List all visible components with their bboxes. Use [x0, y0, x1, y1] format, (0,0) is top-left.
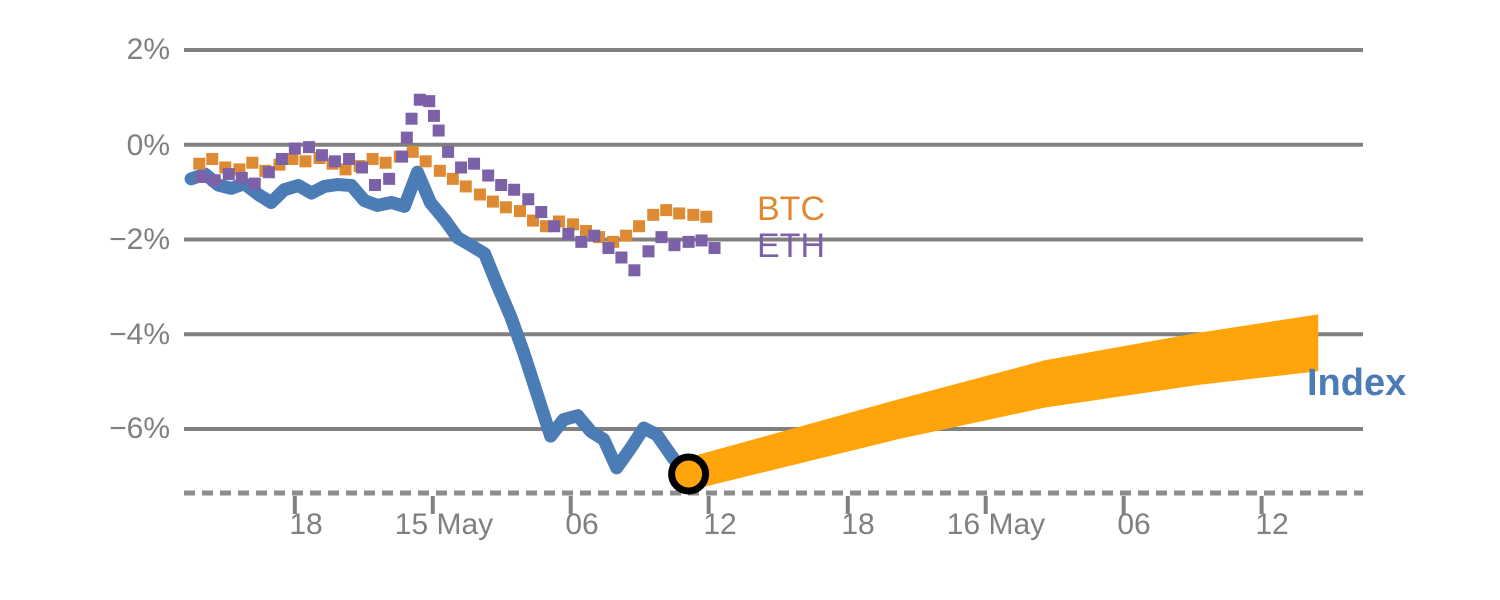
series-dot [708, 242, 721, 255]
series-dot [668, 239, 681, 252]
series-dot [588, 229, 601, 242]
series-dot [459, 180, 472, 193]
series-dot [406, 145, 419, 158]
series-dot [687, 208, 700, 221]
series-dot [299, 155, 312, 168]
series-dot [486, 195, 499, 208]
series-dot [262, 166, 275, 179]
series-dot [700, 210, 713, 223]
series-dot [275, 152, 288, 165]
x-tick-label-3: 12 [703, 508, 737, 541]
series-dot [433, 164, 446, 177]
series-dot [432, 124, 445, 137]
series-dot [396, 150, 409, 163]
x-tick-label-6: 06 [1117, 508, 1151, 541]
series-dot [562, 227, 575, 240]
series-dot [195, 170, 208, 183]
series-dot [222, 168, 235, 181]
series-dot [567, 218, 580, 231]
series-label-eth: ETH [757, 227, 825, 265]
series-markers-eth [195, 93, 721, 277]
series-dot [548, 220, 561, 233]
series-line-index [184, 165, 689, 476]
series-dot [356, 161, 369, 174]
series-label-btc: BTC [757, 190, 825, 228]
series-dot [288, 142, 301, 155]
series-dot [495, 179, 508, 192]
y-tick-label-2: −2% [109, 223, 170, 256]
series-dot [446, 172, 459, 185]
series-dot [482, 169, 495, 182]
series-dot [343, 152, 356, 165]
series-dot [522, 193, 535, 206]
x-tick-label-7: 12 [1255, 508, 1289, 541]
series-dot [682, 235, 695, 248]
series-dot [413, 93, 426, 106]
series-dot [647, 208, 660, 221]
series-dot [427, 109, 440, 122]
y-tick-label-0: 2% [126, 33, 170, 66]
series-dot [499, 201, 512, 214]
series-dot [535, 206, 548, 219]
series-dot [628, 264, 641, 277]
series-dot [423, 95, 436, 108]
x-tick-label-2: 06 [565, 508, 599, 541]
y-tick-label-3: −4% [109, 318, 170, 351]
series-dot [673, 207, 686, 220]
series-dot [514, 205, 527, 218]
series-dot [368, 179, 381, 192]
series-dot [246, 156, 259, 169]
series-dot [620, 229, 633, 242]
series-dot [366, 152, 379, 165]
series-dot [286, 152, 299, 165]
x-tick-label-0: 18 [289, 508, 323, 541]
y-tick-label-4: −6% [109, 412, 170, 445]
series-dot [575, 235, 588, 248]
current-point-marker[interactable] [668, 453, 710, 495]
series-dot [642, 245, 655, 258]
x-axis-ticks [292, 495, 1264, 514]
series-dot [302, 141, 315, 154]
series-dot [655, 231, 668, 244]
series-dot [206, 152, 219, 165]
series-dot [633, 220, 646, 233]
x-tick-label-5: 16 May [946, 508, 1046, 541]
series-dot [315, 149, 328, 162]
series-dot [455, 161, 468, 174]
y-tick-label-1: 0% [126, 129, 170, 162]
series-dot [400, 131, 413, 144]
series-dot [660, 204, 673, 217]
series-dot [248, 177, 261, 190]
forecast-band [688, 314, 1319, 491]
series-dot [235, 171, 248, 184]
series-dot [339, 163, 352, 176]
series-dot [508, 183, 521, 196]
series-dot [383, 172, 396, 185]
series-dot [208, 174, 221, 187]
x-tick-label-4: 18 [841, 508, 875, 541]
series-dot [442, 145, 455, 158]
series-dot [602, 242, 615, 255]
series-dot [473, 188, 486, 201]
series-dot [615, 251, 628, 264]
series-dot [328, 155, 341, 168]
series-dot [695, 234, 708, 247]
gridlines [184, 48, 1363, 431]
series-dot [419, 155, 432, 168]
series-dot [379, 156, 392, 169]
series-dot [468, 157, 481, 170]
series-label-index: Index [1307, 362, 1407, 404]
series-dot [193, 157, 206, 170]
series-dot [405, 112, 418, 125]
x-tick-label-1: 15 May [394, 508, 494, 541]
